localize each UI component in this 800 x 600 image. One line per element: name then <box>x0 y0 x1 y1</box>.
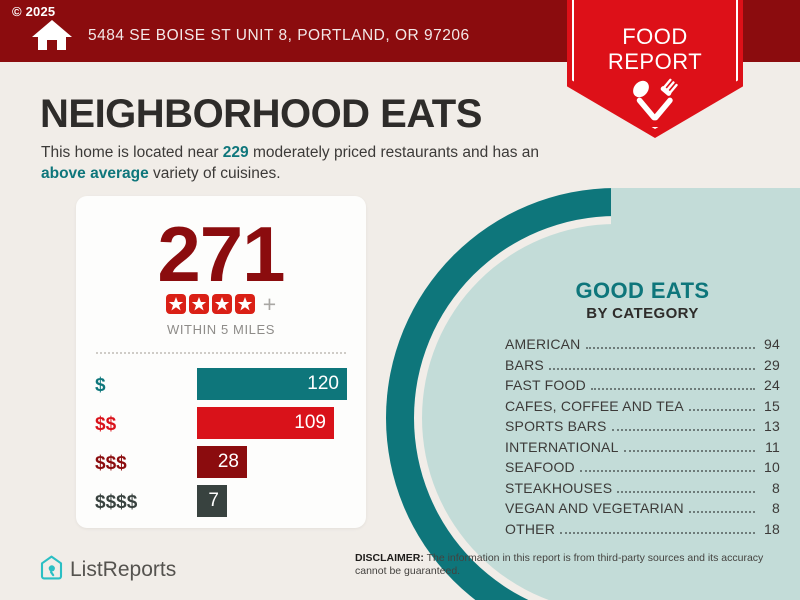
good-eats-item: AMERICAN 94 <box>505 336 780 357</box>
price-level-value: 109 <box>294 412 326 433</box>
badge-title: FOOD REPORT <box>567 24 743 74</box>
restaurant-count-big: 271 <box>157 210 285 298</box>
fork-and-spoon-icon <box>627 78 683 124</box>
subtitle-part-2: moderately priced restaurants and has an <box>248 144 540 161</box>
subtitle-variety-rating: above average <box>41 165 149 182</box>
price-level-row: $$ 109 <box>76 407 366 441</box>
leader-dots <box>623 449 755 452</box>
copyright-label: © 2025 <box>12 4 56 19</box>
price-level-value: 28 <box>217 451 239 472</box>
leader-dots <box>688 511 755 513</box>
leader-dots <box>560 531 755 534</box>
good-eats-item-name: STEAKHOUSES <box>505 479 613 496</box>
star-icon <box>234 294 255 314</box>
good-eats-panel: GOOD EATS BY CATEGORY AMERICAN 94 BARS 29 FA… <box>505 278 780 541</box>
good-eats-item-name: FAST FOOD <box>505 377 586 393</box>
good-eats-item: SEAFOOD 10 <box>505 459 780 480</box>
property-address: 5484 SE BOISE ST UNIT 8, PORTLAND, OR 97… <box>88 27 470 44</box>
good-eats-item-name: SEAFOOD <box>505 459 575 475</box>
good-eats-item-name: INTERNATIONAL <box>505 438 619 455</box>
price-level-bar-chart: $120 $$ 109 $$$ 28 $$$$ 7 <box>76 368 366 524</box>
good-eats-panel-background <box>611 188 800 600</box>
star-rating: + <box>76 291 366 317</box>
listreports-house-icon <box>40 555 63 585</box>
good-eats-item: BARS 29 <box>505 357 780 378</box>
subtitle-part-1: This home is located near <box>41 144 223 161</box>
price-level-value: 7 <box>208 490 219 511</box>
good-eats-item-count: 94 <box>764 336 780 352</box>
good-eats-item-count: 8 <box>772 500 780 516</box>
good-eats-item-name: OTHER <box>505 520 555 537</box>
star-icon <box>165 294 186 314</box>
good-eats-item-count: 18 <box>764 520 780 537</box>
good-eats-item-count: 13 <box>764 418 780 434</box>
leader-dots <box>585 347 755 349</box>
leader-dots <box>688 408 755 411</box>
good-eats-item-name: SPORTS BARS <box>505 418 607 434</box>
good-eats-item: INTERNATIONAL 11 <box>505 439 780 460</box>
star-icon <box>211 294 232 314</box>
good-eats-item-name: CAFES, COFFEE AND TEA <box>505 397 684 414</box>
good-eats-item-count: 24 <box>764 377 780 393</box>
leader-dots <box>590 388 755 390</box>
good-eats-subtitle: BY CATEGORY <box>586 305 699 322</box>
good-eats-item-name: VEGAN AND VEGETARIAN <box>505 500 684 516</box>
good-eats-item: OTHER 18 <box>505 521 780 542</box>
listreports-logo[interactable]: ListReports <box>40 555 176 585</box>
good-eats-item-count: 8 <box>772 479 780 496</box>
price-level-bar: 120 <box>197 368 347 400</box>
good-eats-item: SPORTS BARS 13 <box>505 418 780 439</box>
good-eats-title: GOOD EATS <box>575 278 710 303</box>
star-icon <box>188 294 209 314</box>
teal-circle-graphic <box>386 188 800 600</box>
listreports-logo-text: ListReports <box>70 558 177 581</box>
good-eats-category-list: AMERICAN 94 BARS 29 FAST FOOD 24 CAFES, COFFEE… <box>505 336 780 541</box>
page-title: NEIGHBORHOOD EATS <box>40 92 482 136</box>
disclaimer: DISCLAIMER: The information in this repo… <box>355 552 785 578</box>
food-report-badge-outline <box>572 0 738 129</box>
good-eats-item: STEAKHOUSES 8 <box>505 480 780 501</box>
price-level-bar: 28 <box>197 446 247 478</box>
price-level-bar: 7 <box>197 485 227 517</box>
price-level-row: $120 <box>76 368 366 402</box>
price-level-label: $ <box>95 375 106 396</box>
home-icon <box>30 18 74 52</box>
price-level-value: 120 <box>307 373 339 394</box>
good-eats-item: CAFES, COFFEE AND TEA 15 <box>505 398 780 419</box>
summary-card: 271 + WITHIN 5 MILES $120 $$ 109 $$$ 28 $$$$ 7 <box>76 196 366 528</box>
disclaimer-text: The information in this report is from t… <box>355 552 764 577</box>
good-eats-item-name: BARS <box>505 356 544 373</box>
subtitle-restaurant-count: 229 <box>222 144 249 161</box>
plus-sign: + <box>262 291 277 317</box>
leader-dots <box>548 367 755 370</box>
subtitle-part-3: variety of cuisines. <box>148 165 281 182</box>
good-eats-item: VEGAN AND VEGETARIAN 8 <box>505 500 780 521</box>
disclaimer-label: DISCLAIMER: <box>355 552 424 564</box>
leader-dots <box>579 470 755 472</box>
leader-dots <box>611 429 755 431</box>
badge-line-2: REPORT <box>607 49 703 74</box>
card-divider <box>96 352 346 354</box>
good-eats-item: FAST FOOD 24 <box>505 377 780 398</box>
good-eats-item-count: 29 <box>764 356 780 373</box>
price-level-label: $$ <box>95 414 117 435</box>
radius-caption: WITHIN 5 MILES <box>166 322 276 337</box>
page-subtitle: This home is located near 229 moderately… <box>41 142 566 184</box>
leader-dots <box>617 490 755 493</box>
good-eats-item-count: 10 <box>764 459 780 475</box>
price-level-bar: 109 <box>197 407 334 439</box>
price-level-row: $$$ 28 <box>76 446 366 480</box>
price-level-label: $$$$ <box>95 492 138 513</box>
good-eats-item-name: AMERICAN <box>505 336 581 352</box>
good-eats-item-count: 15 <box>764 397 780 414</box>
badge-line-1: FOOD <box>622 24 688 49</box>
price-level-row: $$$$ 7 <box>76 485 366 519</box>
good-eats-item-count: 11 <box>765 438 780 455</box>
price-level-label: $$$ <box>95 453 127 474</box>
